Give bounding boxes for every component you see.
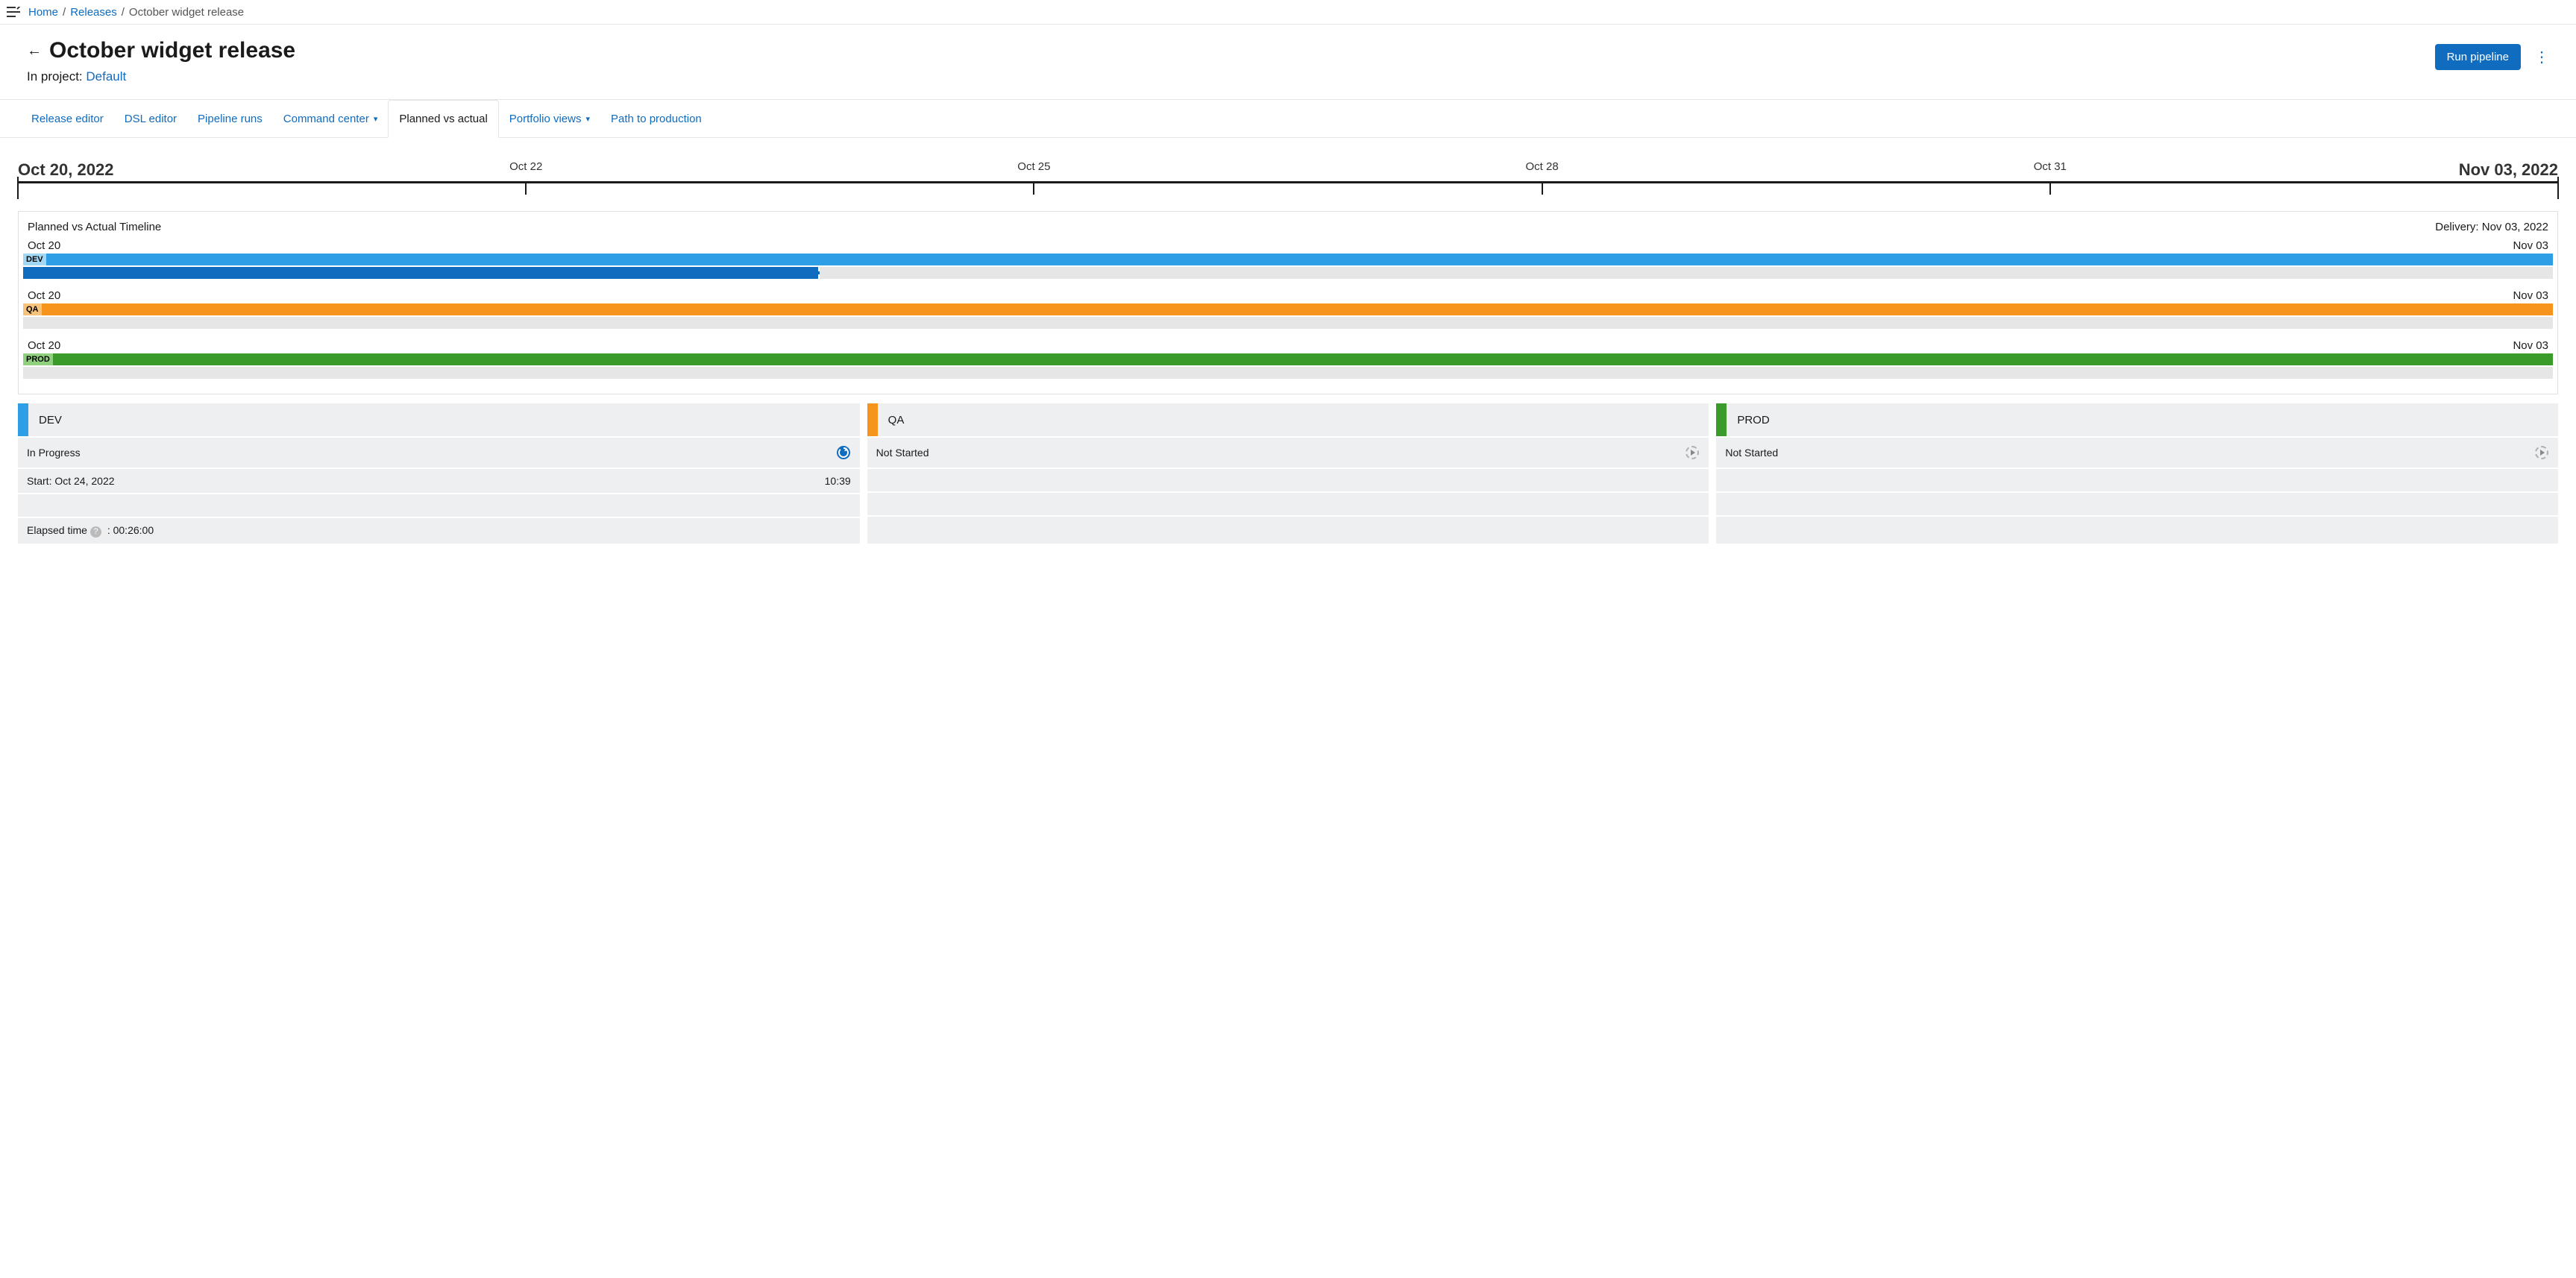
tab-label: DSL editor [125,113,177,125]
play-idle-icon[interactable] [1685,445,1700,460]
back-arrow-icon[interactable]: ← [27,43,42,60]
actual-bar [23,367,2553,379]
ruler-tick [17,177,19,199]
env-status: Not Started [1725,447,1778,459]
tab-label: Portfolio views [509,113,582,125]
breadcrumb-link[interactable]: Releases [70,6,117,19]
help-icon[interactable]: ? [90,526,101,538]
ruler-end-label: Nov 03, 2022 [2459,160,2558,180]
ruler-tick [1542,181,1543,195]
tab-path-to-production[interactable]: Path to production [600,100,712,137]
ruler-tick [2049,181,2051,195]
ruler-tick-label: Oct 22 [509,160,542,173]
more-actions-icon[interactable]: ⋮ [2534,48,2549,66]
tab-pipeline-runs[interactable]: Pipeline runs [187,100,273,137]
planned-bar: DEV [23,254,2553,265]
menu-toggle-icon[interactable] [6,4,21,19]
ruler-line [18,181,2558,183]
page-header: ← October widget release In project: Def… [0,25,2576,100]
run-pipeline-button[interactable]: Run pipeline [2435,44,2521,70]
tabs: Release editor DSL editor Pipeline runs Com… [0,100,2576,138]
chevron-down-icon: ▾ [585,114,590,124]
play-idle-icon[interactable] [2534,445,2549,460]
tab-planned-vs-actual[interactable]: Planned vs actual [388,100,498,138]
env-cards-row: DEV In Progress Start: Oct 24, 2022 10:39 El… [0,394,2576,544]
tab-release-editor[interactable]: Release editor [21,100,114,137]
stage-end-date: Nov 03 [2513,339,2548,352]
stage-end-date: Nov 03 [2513,239,2548,252]
env-name: QA [878,414,905,426]
tab-dsl-editor[interactable]: DSL editor [114,100,187,137]
stage-start-date: Oct 20 [28,339,60,352]
env-status: In Progress [27,447,81,459]
planned-bar: QA [23,303,2553,315]
env-stripe [1716,403,1727,436]
stage-tag: DEV [23,254,46,265]
stage-start-date: Oct 20 [28,239,60,252]
env-status: Not Started [876,447,929,459]
env-start-time: 10:39 [825,475,851,487]
stage-qa: Oct 20 Nov 03 QA [23,289,2553,329]
page-title: October widget release [49,38,295,63]
breadcrumb-current: October widget release [129,6,244,19]
tab-command-center[interactable]: Command center ▾ [273,100,389,137]
stage-prod: Oct 20 Nov 03 PROD [23,339,2553,379]
stage-dev: Oct 20 Nov 03 DEV [23,239,2553,279]
env-stripe [867,403,878,436]
actual-bar [23,267,2553,279]
stage-tag: QA [23,303,42,315]
ruler-tick-label: Oct 28 [1526,160,1559,173]
tab-label: Path to production [611,113,702,125]
env-card-qa: QA Not Started [867,403,1709,544]
breadcrumb-bar: Home/Releases/October widget release [0,0,2576,25]
env-card-prod: PROD Not Started [1716,403,2558,544]
timeline-title: Planned vs Actual Timeline [28,221,161,233]
ruler-tick [2557,177,2559,199]
env-name: PROD [1727,414,1769,426]
breadcrumb: Home/Releases/October widget release [28,6,244,19]
project-prefix: In project: [27,69,86,84]
chevron-down-icon: ▾ [374,114,378,124]
env-stripe [18,403,28,436]
ruler-start-label: Oct 20, 2022 [18,160,113,180]
planned-bar: PROD [23,353,2553,365]
env-elapsed: Elapsed time? : 00:26:00 [27,524,154,538]
tab-label: Pipeline runs [198,113,263,125]
actual-bar [23,317,2553,329]
tab-label: Command center [283,113,369,125]
ruler-tick-label: Oct 25 [1017,160,1050,173]
breadcrumb-link[interactable]: Home [28,6,58,19]
timeline-delivery: Delivery: Nov 03, 2022 [2435,221,2548,233]
stage-tag: PROD [23,353,53,365]
project-line: In project: Default [27,69,295,84]
stage-start-date: Oct 20 [28,289,60,302]
project-link[interactable]: Default [86,69,126,84]
env-name: DEV [28,414,62,426]
ruler-tick [1033,181,1034,195]
tab-label: Release editor [31,113,104,125]
ruler-tick-label: Oct 31 [2034,160,2067,173]
timeline-box: Planned vs Actual Timeline Delivery: Nov… [18,211,2558,394]
env-start-label: Start: Oct 24, 2022 [27,475,115,487]
stage-end-date: Nov 03 [2513,289,2548,302]
timeline-ruler: Oct 20, 2022 Nov 03, 2022 Oct 22 Oct 25 Oc… [0,138,2576,198]
ruler-tick [525,181,527,195]
running-icon[interactable] [836,445,851,460]
tab-label: Planned vs actual [399,113,487,125]
tab-portfolio-views[interactable]: Portfolio views▾ [499,100,600,137]
env-card-dev: DEV In Progress Start: Oct 24, 2022 10:39 El… [18,403,860,544]
